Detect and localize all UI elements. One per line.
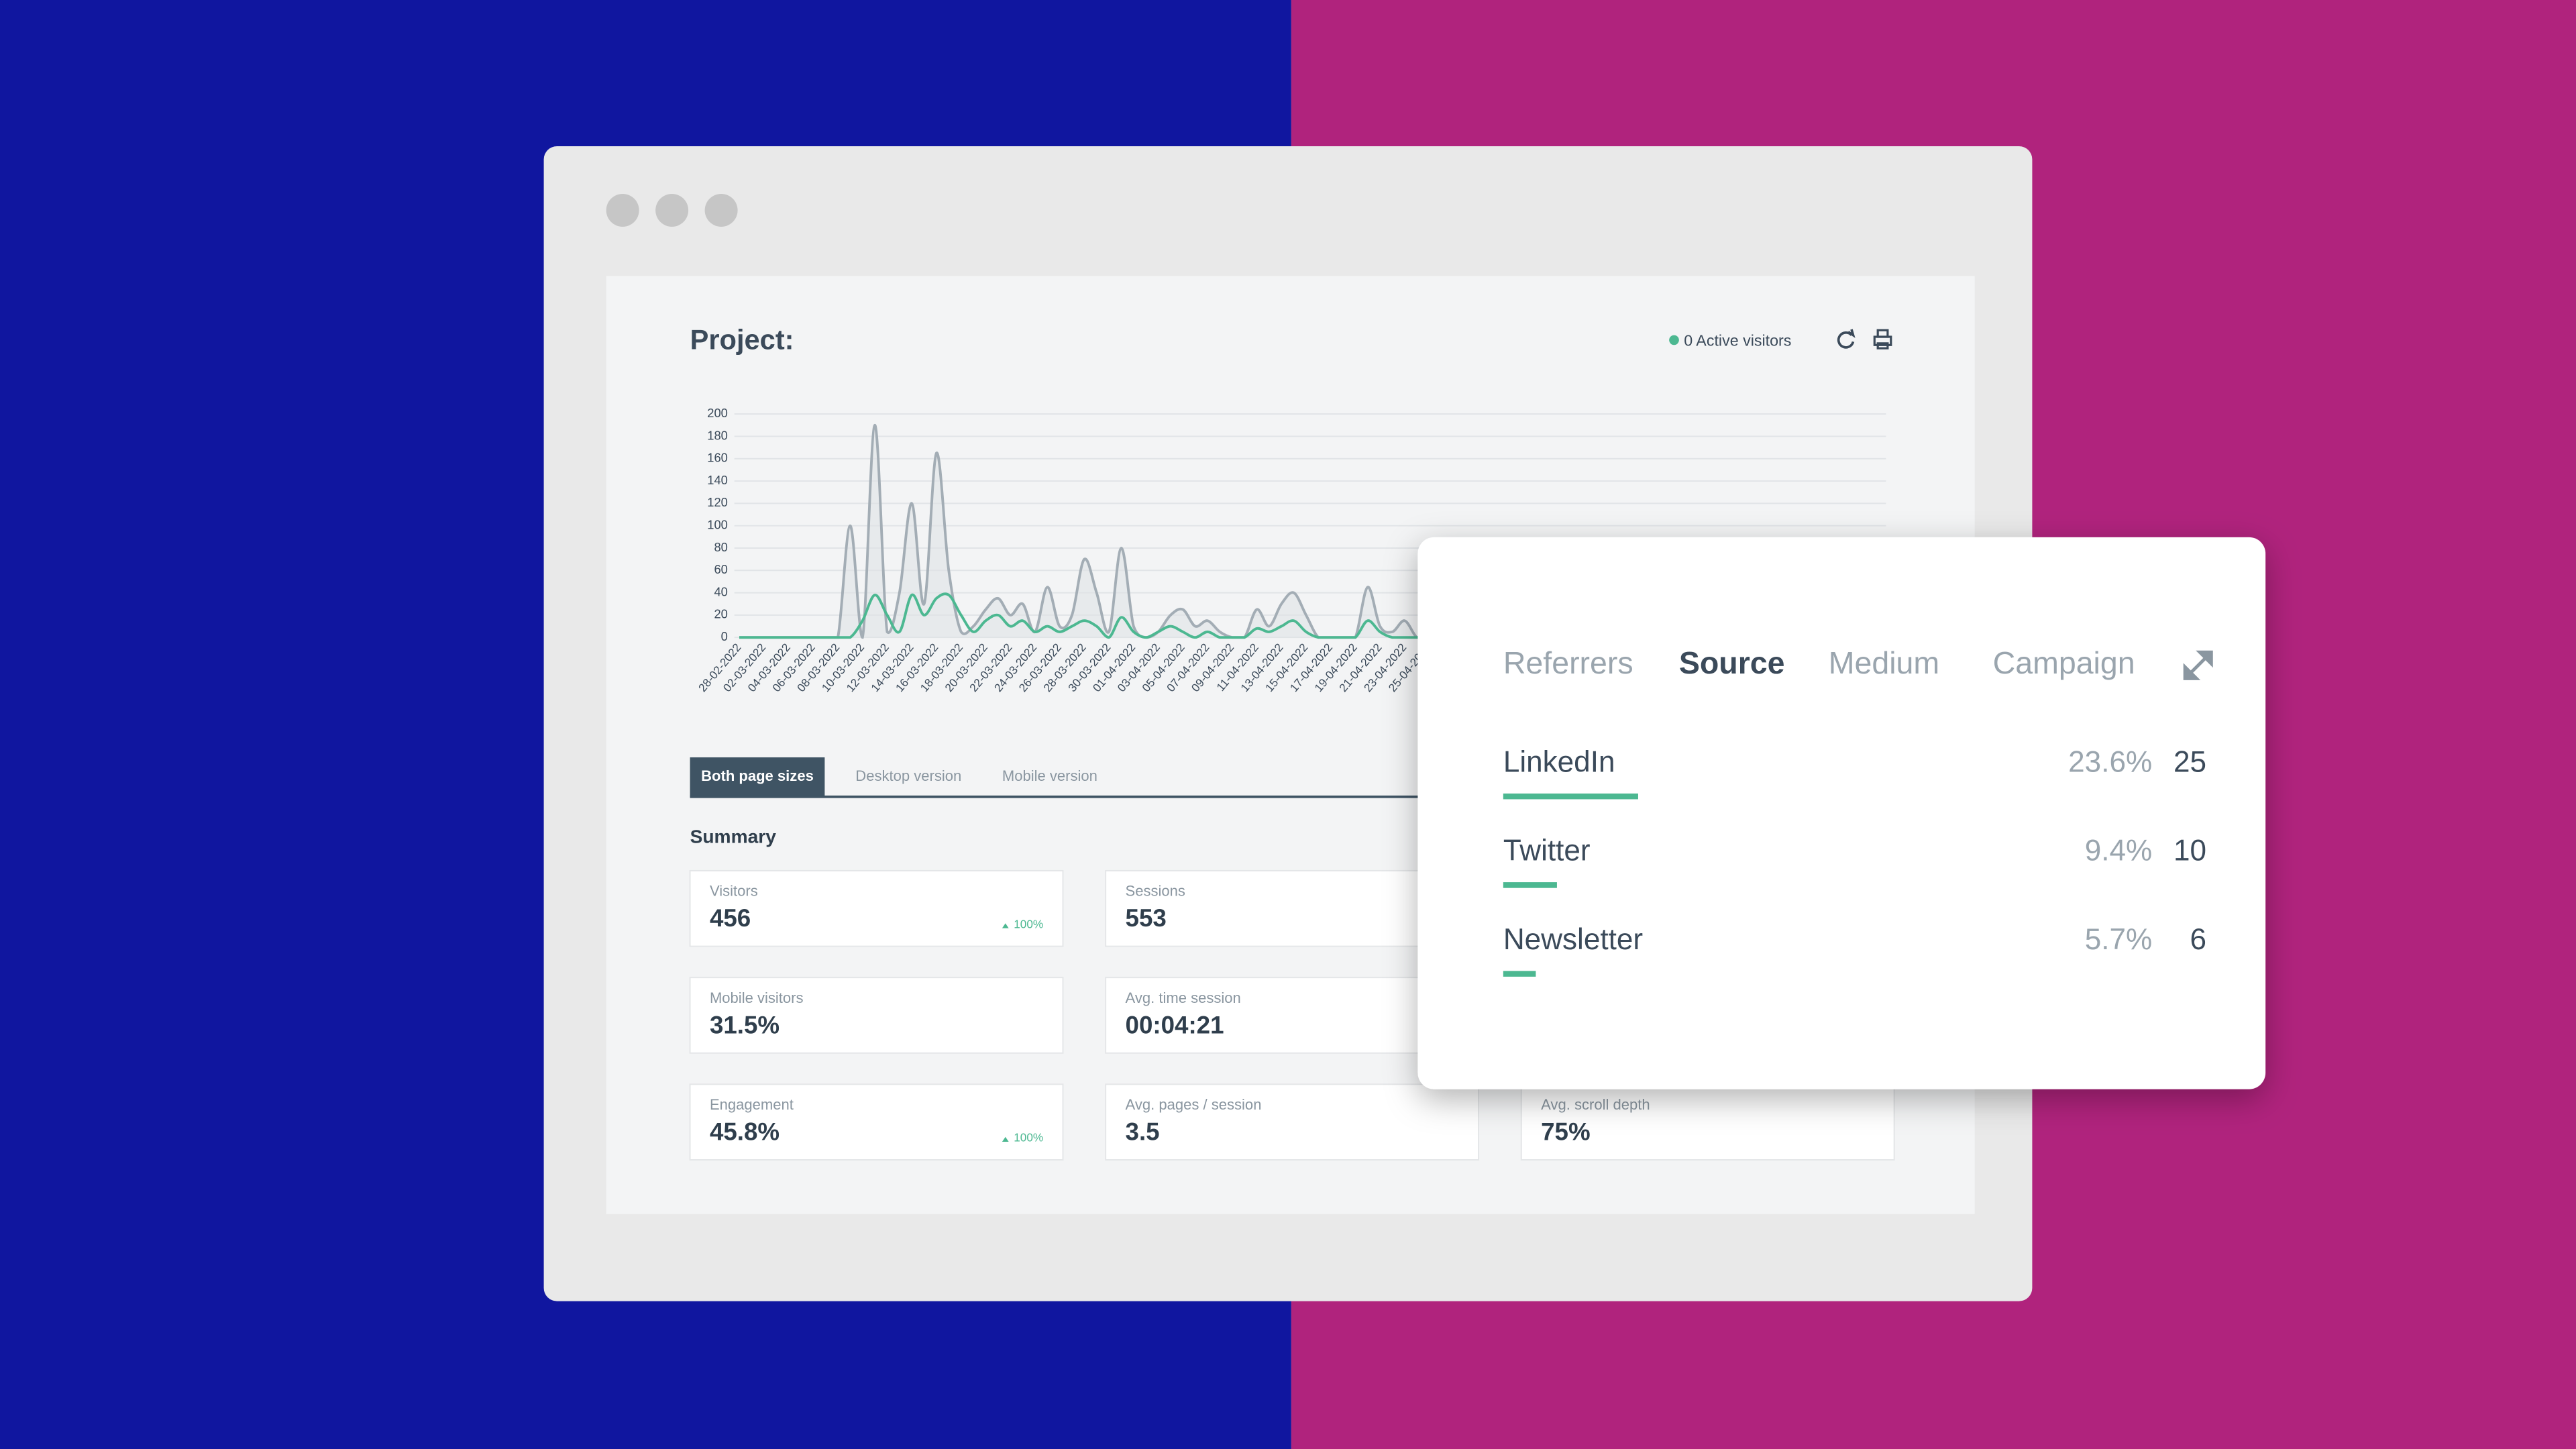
card-value: 553 <box>1126 904 1167 932</box>
card-value: 75% <box>1541 1118 1591 1145</box>
panel-tab[interactable]: Referrers <box>1503 645 1633 680</box>
source-count: 10 <box>2174 835 2206 867</box>
panel-tab-active[interactable]: Source <box>1679 645 1785 680</box>
panel-tab[interactable]: Medium <box>1829 645 1939 680</box>
y-tick-label: 100 <box>707 518 728 532</box>
share-bar <box>1503 971 1536 977</box>
tab[interactable]: Desktop version <box>855 767 961 784</box>
series-line <box>739 592 1430 639</box>
status-dot <box>1669 335 1679 345</box>
share-bar <box>1503 882 1557 888</box>
card-label: Visitors <box>710 883 758 900</box>
y-tick-label: 40 <box>714 584 727 598</box>
cards: Visitors 456 100% Sessions 553 Mobile visitor… <box>689 869 1895 1161</box>
tab-active[interactable] <box>690 757 825 797</box>
card <box>1105 869 1480 947</box>
y-tick-label: 80 <box>714 540 727 554</box>
print-icon[interactable] <box>1873 329 1892 350</box>
card <box>1520 1083 1895 1161</box>
source-panel <box>1417 537 2266 1089</box>
card-value: 00:04:21 <box>1126 1011 1224 1038</box>
active-visitors: 0 Active visitors <box>1684 332 1791 350</box>
card <box>689 1083 1064 1161</box>
panel-tab[interactable]: Campaign <box>1993 645 2135 680</box>
card-label: Avg. scroll depth <box>1541 1096 1650 1113</box>
source-name[interactable]: LinkedIn <box>1503 745 1615 778</box>
window-dot[interactable] <box>606 193 639 227</box>
change-arrow <box>1002 923 1009 928</box>
source-name[interactable]: Newsletter <box>1503 923 1643 956</box>
source-share: 5.7% <box>2085 923 2152 956</box>
y-tick-label: 200 <box>707 406 728 420</box>
y-tick-label: 60 <box>714 562 727 576</box>
share-bar <box>1503 793 1638 800</box>
source-name[interactable]: Twitter <box>1503 835 1591 867</box>
card <box>689 869 1064 947</box>
y-tick-label: 160 <box>707 451 728 465</box>
y-tick-label: 180 <box>707 428 728 442</box>
card-label: Mobile visitors <box>710 989 804 1006</box>
source-count: 25 <box>2174 745 2206 778</box>
y-tick-label: 20 <box>714 607 727 621</box>
change-arrow <box>1002 1136 1009 1142</box>
series-line <box>739 423 1430 639</box>
window-dot[interactable] <box>655 193 689 227</box>
expand-icon[interactable] <box>2183 650 2213 680</box>
source-share: 23.6% <box>2068 745 2152 778</box>
card-value: 31.5% <box>710 1011 780 1038</box>
card <box>1105 977 1480 1054</box>
y-tick-label: 140 <box>707 473 728 487</box>
summary-title: Summary <box>690 826 777 847</box>
tab[interactable]: Both page sizes <box>701 767 814 784</box>
card-label: Sessions <box>1126 883 1185 900</box>
card-value: 456 <box>710 904 751 932</box>
card-label: Engagement <box>710 1096 794 1113</box>
project-title: Project: <box>690 323 794 355</box>
panel-bg <box>1417 537 2266 1089</box>
tab[interactable]: Mobile version <box>1002 767 1097 784</box>
source-count: 6 <box>2190 923 2206 956</box>
source-share: 9.4% <box>2085 835 2152 867</box>
card-value: 3.5 <box>1126 1118 1160 1145</box>
card-change: 100% <box>1014 917 1043 930</box>
refresh-icon[interactable] <box>1837 329 1856 349</box>
series-area <box>739 425 1430 638</box>
card-label: Avg. time session <box>1126 989 1241 1006</box>
card <box>1105 1083 1480 1161</box>
panel-rows: LinkedIn 23.6% 25 Twitter 9.4% 10 Newsletter 5.… <box>1503 745 2206 977</box>
window-dot[interactable] <box>704 193 738 227</box>
card-change: 100% <box>1014 1131 1043 1144</box>
chart: 02040608010012014016018020028-02-202202-… <box>696 406 1886 694</box>
card <box>689 977 1064 1054</box>
card-value: 45.8% <box>710 1118 780 1145</box>
y-tick-label: 0 <box>721 629 728 643</box>
card-label: Avg. pages / session <box>1126 1096 1262 1113</box>
y-tick-label: 120 <box>707 495 728 509</box>
